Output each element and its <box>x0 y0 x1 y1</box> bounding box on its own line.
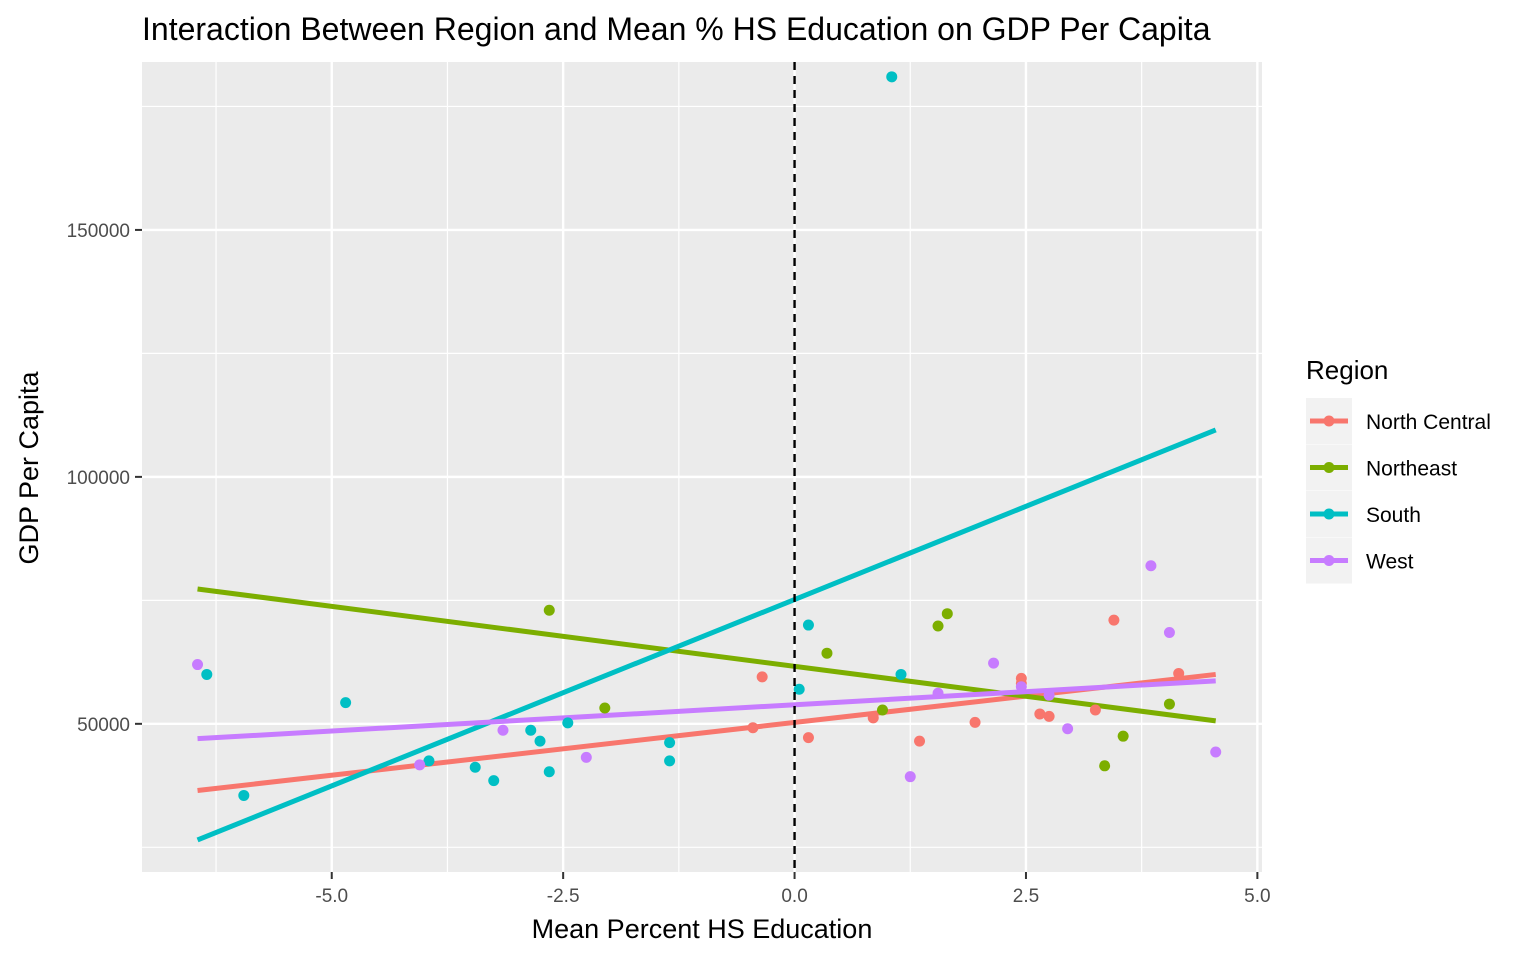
data-point <box>1089 704 1101 716</box>
y-axis-ticks: 50000 100000 150000 <box>67 221 142 736</box>
data-point <box>1145 560 1157 572</box>
legend-key-point <box>1323 555 1335 566</box>
major-gridlines <box>142 62 1262 872</box>
y-axis-title: GDP Per Capita <box>14 370 44 564</box>
legend-label: North Central <box>1366 411 1491 434</box>
legend-key-point <box>1323 462 1335 473</box>
y-tick-label: 150000 <box>67 221 130 242</box>
data-point <box>867 712 879 724</box>
data-point <box>201 668 213 680</box>
data-point <box>793 683 805 695</box>
data-points <box>192 71 1222 801</box>
data-point <box>414 759 426 771</box>
legend-key-point <box>1323 508 1335 520</box>
data-point <box>802 732 814 744</box>
data-point <box>599 702 611 714</box>
data-point <box>562 717 574 729</box>
data-point <box>988 657 1000 669</box>
legend-label: Northeast <box>1366 458 1457 481</box>
data-point <box>525 724 537 736</box>
x-tick-label: 5.0 <box>1244 886 1270 907</box>
data-point <box>1163 698 1175 710</box>
data-point <box>1015 681 1027 693</box>
legend-label: West <box>1366 551 1414 574</box>
data-point <box>1043 710 1055 722</box>
x-axis-title: Mean Percent HS Education <box>532 914 873 944</box>
data-point <box>876 704 888 716</box>
x-tick-label: -5.0 <box>315 886 348 907</box>
fit-line <box>196 427 1217 843</box>
legend-label: South <box>1366 504 1421 527</box>
data-point <box>932 687 944 699</box>
data-point <box>756 671 768 683</box>
data-point <box>1117 730 1129 742</box>
data-point <box>914 735 926 747</box>
data-point <box>469 761 481 773</box>
data-point <box>895 668 907 680</box>
data-point <box>904 771 916 783</box>
x-tick-label: 0.0 <box>781 886 807 907</box>
legend: Region North Central Northeast South West <box>1306 355 1491 584</box>
data-point <box>1043 689 1055 701</box>
fit-line <box>197 678 1216 742</box>
data-point <box>340 697 352 709</box>
x-tick-label: -2.5 <box>547 886 580 907</box>
data-point <box>534 735 546 747</box>
data-point <box>821 647 833 659</box>
data-point <box>423 755 435 767</box>
data-point <box>1034 708 1046 720</box>
data-point <box>664 737 676 749</box>
data-point <box>886 71 898 83</box>
x-tick-label: 2.5 <box>1013 886 1039 907</box>
y-tick-label: 100000 <box>67 468 130 489</box>
data-point <box>664 755 676 767</box>
data-point <box>1210 746 1222 758</box>
x-axis-ticks: -5.0 -2.5 0.0 2.5 5.0 <box>315 872 1271 907</box>
y-tick-label: 50000 <box>77 715 130 736</box>
data-point <box>580 751 592 763</box>
data-point <box>932 620 944 632</box>
chart-title: Interaction Between Region and Mean % HS… <box>142 11 1211 47</box>
data-point <box>1163 626 1175 638</box>
data-point <box>747 722 759 734</box>
legend-key-point <box>1323 415 1335 427</box>
data-point <box>238 789 250 801</box>
data-point <box>1108 614 1120 626</box>
data-point <box>1062 723 1074 735</box>
data-point <box>497 724 509 736</box>
legend-title: Region <box>1306 355 1388 385</box>
data-point <box>941 608 953 620</box>
data-point <box>969 716 981 728</box>
data-point <box>192 659 204 671</box>
plot-panel <box>142 62 1262 872</box>
data-point <box>488 775 500 787</box>
minor-gridlines <box>142 62 1262 872</box>
data-point <box>1099 760 1111 772</box>
data-point <box>543 604 555 616</box>
data-point <box>1173 667 1185 679</box>
data-point <box>543 766 555 778</box>
data-point <box>802 619 814 631</box>
